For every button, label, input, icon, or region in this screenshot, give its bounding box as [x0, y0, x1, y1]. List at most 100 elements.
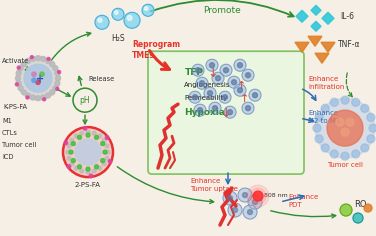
- Circle shape: [106, 150, 110, 154]
- Circle shape: [341, 152, 349, 160]
- Circle shape: [83, 126, 87, 130]
- Circle shape: [94, 135, 99, 139]
- Circle shape: [75, 139, 101, 165]
- Circle shape: [63, 127, 113, 177]
- Text: H₂S: H₂S: [111, 34, 125, 43]
- Circle shape: [227, 110, 232, 115]
- Circle shape: [204, 87, 216, 99]
- Circle shape: [315, 135, 323, 143]
- Circle shape: [30, 56, 33, 59]
- Circle shape: [55, 81, 60, 86]
- Circle shape: [321, 144, 329, 152]
- Circle shape: [105, 136, 109, 139]
- Circle shape: [26, 96, 29, 99]
- Circle shape: [352, 98, 360, 106]
- Circle shape: [86, 167, 90, 171]
- Circle shape: [315, 114, 323, 122]
- Circle shape: [248, 195, 262, 209]
- Circle shape: [71, 159, 75, 163]
- Circle shape: [98, 18, 102, 22]
- Circle shape: [80, 131, 84, 135]
- Circle shape: [24, 64, 52, 92]
- Circle shape: [74, 134, 78, 138]
- Text: ↓: ↓: [220, 107, 230, 120]
- Circle shape: [340, 204, 352, 216]
- Circle shape: [43, 98, 46, 101]
- Circle shape: [53, 86, 58, 91]
- Circle shape: [315, 98, 375, 158]
- Circle shape: [45, 93, 50, 98]
- Text: RO: RO: [354, 200, 367, 209]
- Polygon shape: [321, 42, 335, 52]
- Text: Reprogram
TMEs: Reprogram TMEs: [132, 40, 180, 60]
- Text: ↑: ↑: [240, 94, 249, 104]
- Circle shape: [41, 95, 45, 100]
- Circle shape: [16, 56, 60, 100]
- Circle shape: [220, 64, 232, 76]
- Circle shape: [86, 133, 90, 137]
- Circle shape: [127, 16, 132, 20]
- Polygon shape: [311, 5, 321, 15]
- Circle shape: [250, 188, 266, 204]
- Circle shape: [105, 144, 109, 148]
- Circle shape: [41, 56, 45, 61]
- Circle shape: [77, 165, 82, 169]
- Text: Enhance
M2 to M1: Enhance M2 to M1: [308, 110, 340, 124]
- Circle shape: [212, 72, 224, 84]
- Circle shape: [321, 104, 329, 112]
- Circle shape: [330, 98, 338, 106]
- Circle shape: [346, 118, 354, 126]
- Text: Activate: Activate: [2, 58, 29, 64]
- Circle shape: [330, 150, 338, 158]
- Text: M1: M1: [2, 118, 12, 124]
- Circle shape: [228, 203, 242, 217]
- Circle shape: [67, 165, 71, 168]
- Circle shape: [32, 78, 36, 82]
- Circle shape: [209, 102, 221, 114]
- Circle shape: [234, 59, 246, 71]
- Circle shape: [243, 193, 247, 198]
- Circle shape: [102, 138, 106, 142]
- Text: pH: pH: [80, 96, 90, 105]
- Circle shape: [26, 93, 30, 98]
- Text: IL-6: IL-6: [340, 12, 354, 21]
- Circle shape: [21, 90, 26, 95]
- Circle shape: [209, 63, 214, 68]
- Circle shape: [32, 72, 36, 76]
- Text: CTLs: CTLs: [2, 130, 18, 136]
- Circle shape: [98, 166, 102, 170]
- Circle shape: [53, 66, 58, 71]
- Circle shape: [142, 4, 154, 16]
- Circle shape: [215, 76, 220, 81]
- Circle shape: [219, 91, 231, 103]
- Circle shape: [197, 108, 203, 113]
- Circle shape: [50, 62, 55, 67]
- Circle shape: [40, 72, 44, 76]
- Circle shape: [238, 63, 243, 68]
- Circle shape: [189, 91, 201, 103]
- Circle shape: [36, 80, 40, 84]
- Circle shape: [98, 134, 102, 138]
- Circle shape: [234, 84, 246, 96]
- Circle shape: [86, 170, 90, 174]
- Circle shape: [58, 71, 61, 74]
- Text: ↓: ↓: [207, 67, 217, 80]
- Circle shape: [327, 110, 363, 146]
- Circle shape: [67, 144, 71, 148]
- Circle shape: [206, 59, 218, 71]
- Circle shape: [253, 200, 258, 205]
- Circle shape: [246, 73, 250, 78]
- Circle shape: [223, 191, 237, 205]
- Text: Enhance
Tumor uptake: Enhance Tumor uptake: [190, 178, 238, 192]
- Circle shape: [35, 56, 41, 61]
- Circle shape: [341, 96, 349, 104]
- Circle shape: [108, 160, 112, 163]
- Circle shape: [353, 213, 363, 223]
- Circle shape: [47, 57, 50, 60]
- Circle shape: [101, 142, 105, 146]
- Circle shape: [227, 196, 232, 201]
- Circle shape: [15, 76, 21, 81]
- Circle shape: [361, 144, 369, 152]
- Text: K-PS-FA: K-PS-FA: [3, 104, 27, 110]
- Circle shape: [224, 106, 236, 118]
